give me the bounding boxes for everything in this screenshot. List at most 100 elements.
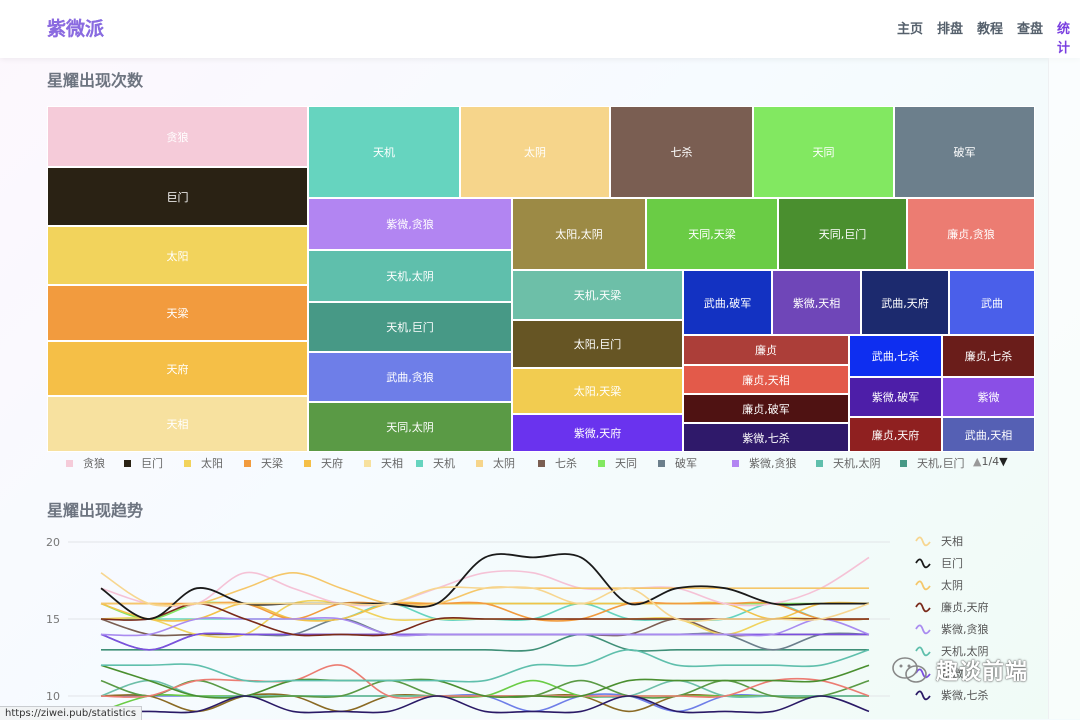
- treemap-cell[interactable]: 天相: [47, 396, 308, 452]
- treemap-cell[interactable]: 武曲,天相: [942, 417, 1035, 452]
- treemap-cell[interactable]: 太阳,太阴: [512, 198, 646, 270]
- legend-line-path: [915, 602, 931, 613]
- nav-home[interactable]: 主页: [897, 22, 924, 37]
- legend-line-symbol: [915, 668, 931, 679]
- legend-label: 天相: [381, 457, 403, 470]
- treemap-cell[interactable]: 太阳,巨门: [512, 320, 683, 368]
- legend-line-path: [915, 668, 931, 679]
- legend-label: 天机,太阴: [833, 457, 881, 470]
- treemap-cell[interactable]: 天机,太阴: [308, 250, 512, 302]
- trend-legend-label: 紫微,七杀: [941, 689, 989, 702]
- treemap-cell[interactable]: 天梁: [47, 285, 308, 341]
- nav-chart[interactable]: 排盘: [937, 22, 964, 37]
- treemap-cell[interactable]: 廉贞,七杀: [942, 335, 1035, 377]
- legend-line-path: [915, 580, 931, 591]
- legend-line-symbol: [915, 602, 931, 613]
- legend-swatch: [816, 460, 823, 467]
- legend-label: 贪狼: [83, 457, 105, 470]
- legend-pager: ▲1/4▼: [973, 455, 1008, 468]
- legend-line-path: [915, 624, 931, 635]
- trend-legend-label: 紫微,贪狼: [941, 623, 989, 636]
- treemap-cell[interactable]: 武曲,贪狼: [308, 352, 512, 402]
- treemap-cell[interactable]: 紫微: [942, 377, 1035, 417]
- treemap-cell[interactable]: 廉贞,贪狼: [907, 198, 1035, 270]
- treemap-cell[interactable]: 天机,天梁: [512, 270, 683, 320]
- treemap-cell[interactable]: 廉贞,天府: [849, 417, 942, 452]
- star-count-treemap: 贪狼 巨门 太阳 天梁 天府 天相 天机 太阴 七杀 天同 破军 紫微,贪狼 天机,太阴 天机,巨门 武曲,…: [47, 106, 1035, 452]
- legend-line-symbol: [915, 580, 931, 591]
- legend-line-path: [915, 536, 931, 547]
- treemap-cell[interactable]: 紫微,贪狼: [308, 198, 512, 250]
- treemap-cell[interactable]: 天同,太阴: [308, 402, 512, 452]
- treemap-cell[interactable]: 天机,巨门: [308, 302, 512, 352]
- treemap-cell[interactable]: 紫微,天相: [772, 270, 861, 335]
- treemap-cell[interactable]: 太阴: [460, 106, 610, 198]
- legend-swatch: [124, 460, 131, 467]
- treemap-cell[interactable]: 廉贞,天相: [683, 365, 849, 394]
- series-line[interactable]: [101, 601, 870, 622]
- nav-lookup[interactable]: 查盘: [1017, 22, 1044, 37]
- series-line[interactable]: [100, 572, 870, 623]
- treemap-cell[interactable]: 紫微,天府: [512, 414, 683, 452]
- top-navbar: 紫微派 主页 排盘 教程 查盘 统计: [0, 0, 1080, 58]
- legend-line-symbol: [915, 558, 931, 569]
- series-line[interactable]: [101, 695, 870, 714]
- legend-label: 破军: [675, 457, 697, 470]
- treemap-cell[interactable]: 太阳,天梁: [512, 368, 683, 414]
- treemap-cell[interactable]: 破军: [894, 106, 1035, 198]
- y-tick-label: 20: [46, 536, 60, 549]
- brand-logo[interactable]: 紫微派: [47, 14, 104, 41]
- treemap-cell[interactable]: 贪狼: [47, 106, 308, 167]
- treemap-cell[interactable]: 廉贞,破军: [683, 394, 849, 423]
- series-line[interactable]: [100, 664, 870, 699]
- treemap-cell[interactable]: 廉贞: [683, 335, 849, 365]
- treemap-cell[interactable]: 天府: [47, 341, 308, 396]
- legend-swatch: [900, 460, 907, 467]
- nav-tutorial[interactable]: 教程: [977, 22, 1004, 37]
- treemap-cell[interactable]: 七杀: [610, 106, 753, 198]
- legend-prev-icon[interactable]: ▲: [973, 455, 982, 468]
- legend-label: 天府: [321, 457, 343, 470]
- series-line[interactable]: [100, 617, 870, 637]
- trend-legend-label: 天相: [941, 535, 963, 548]
- series-line[interactable]: [100, 648, 870, 683]
- series-line[interactable]: [100, 633, 869, 652]
- treemap-cell[interactable]: 紫微,破军: [849, 377, 942, 417]
- legend-swatch: [598, 460, 605, 467]
- treemap-cell[interactable]: 天同,巨门: [778, 198, 907, 270]
- legend-label: 天梁: [261, 457, 283, 470]
- treemap-cell[interactable]: 武曲,天府: [861, 270, 949, 335]
- legend-next-icon[interactable]: ▼: [999, 455, 1008, 468]
- legend-label: 太阴: [493, 457, 515, 470]
- trend-legend-label: 太阴: [941, 579, 963, 592]
- series-line[interactable]: [101, 571, 869, 607]
- trend-legend-label: 巨门: [941, 557, 963, 570]
- treemap-cell[interactable]: 紫微,七杀: [683, 423, 849, 452]
- legend-swatch: [364, 460, 371, 467]
- treemap-cell[interactable]: 天同: [753, 106, 894, 198]
- treemap-cell[interactable]: 武曲: [949, 270, 1035, 335]
- legend-line-symbol: [915, 536, 931, 547]
- star-trend-line-chart: 20 15 10: [46, 536, 890, 714]
- trend-title: 星耀出现趋势: [47, 501, 144, 520]
- treemap-cell[interactable]: 武曲,破军: [683, 270, 772, 335]
- legend-swatch: [244, 460, 251, 467]
- nav-statistics[interactable]: 统计: [1057, 22, 1071, 56]
- treemap-cell[interactable]: 巨门: [47, 167, 308, 226]
- treemap-cell[interactable]: 天同,天梁: [646, 198, 778, 270]
- series-line[interactable]: [100, 553, 869, 620]
- series-line[interactable]: [100, 556, 870, 608]
- treemap-cell[interactable]: 太阳: [47, 226, 308, 285]
- legend-label: 天同: [615, 457, 637, 470]
- legend-label: 七杀: [555, 457, 577, 470]
- legend-swatch: [184, 460, 191, 467]
- status-url-bar: https://ziwei.pub/statistics: [0, 706, 143, 720]
- legend-swatch: [416, 460, 423, 467]
- legend-label: 天机,巨门: [917, 457, 965, 470]
- treemap-cell[interactable]: 天机: [308, 106, 460, 198]
- series-line[interactable]: [100, 664, 870, 700]
- legend-label: 紫微,贪狼: [749, 457, 797, 470]
- legend-line-path: [915, 646, 931, 657]
- legend-page-label: 1/4: [981, 455, 1000, 468]
- treemap-cell[interactable]: 武曲,七杀: [849, 335, 942, 377]
